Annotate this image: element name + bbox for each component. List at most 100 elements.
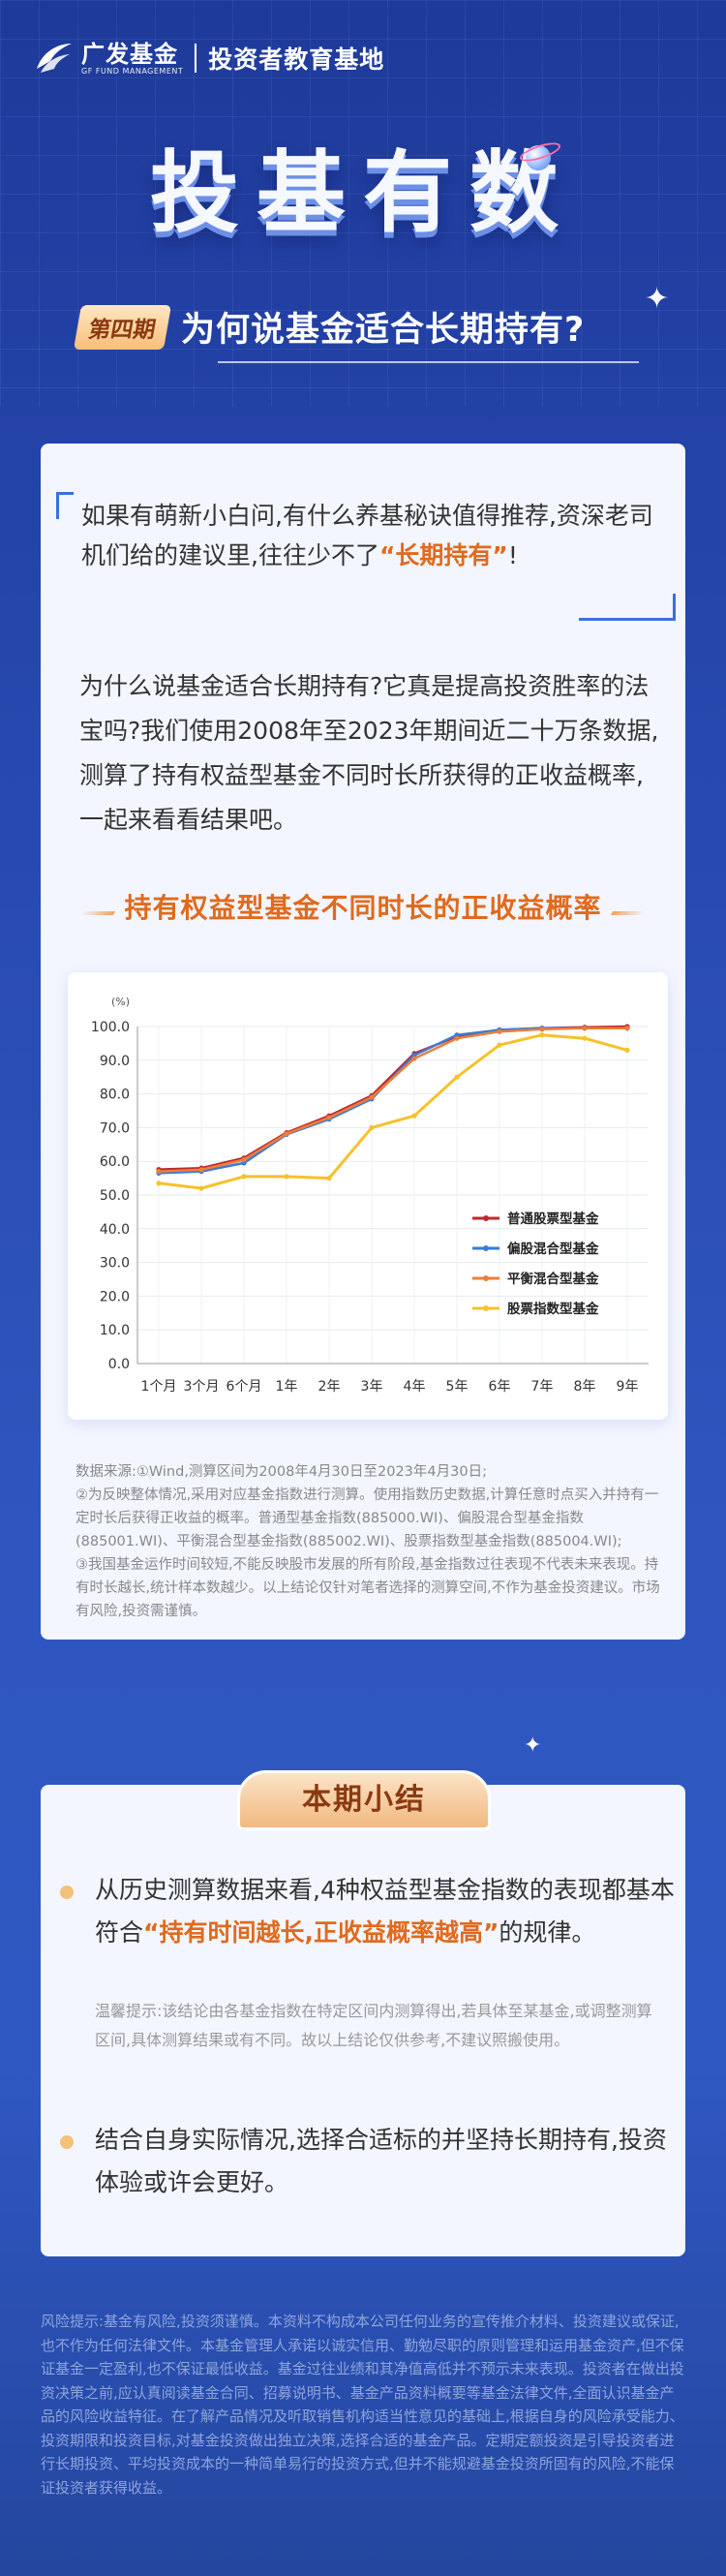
bullet-dot-icon xyxy=(60,1886,74,1899)
data-point xyxy=(284,1131,289,1137)
y-tick-label: 70.0 xyxy=(100,1120,130,1136)
risk-notice: 风险提示:基金有风险,投资须谨慎。本资料不构成本公司任何业务的宣传推介材料、投资… xyxy=(41,2313,684,2497)
logo-name: 广发基金 xyxy=(81,40,178,68)
episode-subtitle: 第四期 为何说基金适合长期持有? xyxy=(73,302,586,352)
logo-english-name: GF FUND MANAGEMENT xyxy=(81,66,184,76)
legend-swatch-dot xyxy=(483,1275,489,1281)
data-point xyxy=(241,1174,247,1180)
sparkle-icon: ✦ xyxy=(645,282,670,316)
summary-card xyxy=(41,1785,685,2256)
intro-quote-text: 如果有萌新小白问,有什么养基秘诀值得推荐,资深老司机们给的建议里,往往少不了“长… xyxy=(81,496,662,575)
data-point xyxy=(582,1035,588,1041)
summary-tab: 本期小结 xyxy=(237,1770,491,1830)
quote-text-after: ! xyxy=(507,541,518,569)
legend-label: 普通股票型基金 xyxy=(507,1211,599,1227)
series-line-4 xyxy=(158,1033,628,1190)
point1-after: 的规律。 xyxy=(499,1918,596,1947)
y-tick-label: 60.0 xyxy=(100,1154,130,1170)
data-point xyxy=(624,1026,630,1031)
data-point xyxy=(539,1027,545,1032)
summary-tab-label: 本期小结 xyxy=(302,1783,426,1817)
y-tick-label: 0.0 xyxy=(108,1357,130,1372)
summary-point-1: 从历史测算数据来看,4种权益型基金指数的表现都基本符合“持有时间越长,正收益概率… xyxy=(95,1869,676,1954)
legend-label: 股票指数型基金 xyxy=(507,1301,599,1317)
chart-heading-text: 持有权益型基金不同时长的正收益概率 xyxy=(124,892,602,924)
point1-highlight: “持有时间越长,正收益概率越高” xyxy=(143,1918,499,1947)
heading-left-bar xyxy=(80,910,116,915)
intro-quote-box: 如果有萌新小白问,有什么养基秘诀值得推荐,资深老司机们给的建议里,往往少不了“长… xyxy=(56,492,676,621)
summary-tip: 温馨提示:该结论由各基金指数在特定区间内测算得出,若具体至某基金,或调整测算区间… xyxy=(95,2002,652,2049)
data-point xyxy=(241,1156,247,1163)
series-line-3 xyxy=(158,1027,627,1173)
bullet-dot-icon xyxy=(60,2135,74,2149)
y-tick-label: 90.0 xyxy=(100,1054,130,1069)
summary-point-2: 结合自身实际情况,选择合适标的并坚持长期持有,投资体验或许会更好。 xyxy=(95,2126,667,2196)
x-tick-label: 4年 xyxy=(404,1379,426,1395)
y-tick-label: 80.0 xyxy=(100,1088,130,1103)
legend-swatch-dot xyxy=(483,1215,489,1221)
x-tick-label: 7年 xyxy=(531,1379,554,1395)
brand-header: 广发基金 GF FUND MANAGEMENT 投资者教育基地 xyxy=(33,37,384,79)
quote-bottom-line xyxy=(579,618,676,621)
data-point xyxy=(497,1028,502,1034)
quote-corner-bottom-right xyxy=(658,594,676,621)
y-tick-label: 50.0 xyxy=(100,1188,130,1204)
point1-before: 从历史测算数据来看,4种权益型基金指数的表现都基本符合 xyxy=(95,1876,675,1947)
x-tick-label: 2年 xyxy=(318,1379,341,1395)
line-chart-card: (%) 0.0 10.0 20.0 30.0 40.0 50.0 60.0 70.0 80.0 90… xyxy=(68,972,668,1420)
chart-heading: 持有权益型基金不同时长的正收益概率 xyxy=(0,887,726,926)
episode-badge: 第四期 xyxy=(73,304,172,350)
x-tick-label: 1年 xyxy=(276,1379,298,1395)
y-tick-label: 100.0 xyxy=(91,1020,130,1035)
gf-fund-logo-icon xyxy=(33,40,74,77)
quote-highlight: “长期持有” xyxy=(378,541,508,569)
header-subtitle: 投资者教育基地 xyxy=(208,46,385,74)
x-tick-label: 6年 xyxy=(489,1379,511,1395)
y-tick-label: 30.0 xyxy=(100,1256,130,1272)
x-tick-label: 1个月 xyxy=(141,1379,177,1395)
heading-right-bar xyxy=(610,910,646,915)
x-tick-label: 3年 xyxy=(361,1379,383,1395)
x-tick-label: 5年 xyxy=(446,1379,469,1395)
note-line-3: ③我国基金运作时间较短,不能反映股市发展的所有阶段,基金指数过往表现不代表未来表… xyxy=(76,1557,660,1619)
data-point xyxy=(198,1185,204,1191)
series-line-2 xyxy=(158,1027,627,1175)
sparkle-icon: ✦ xyxy=(524,1733,542,1758)
data-point xyxy=(454,1035,460,1041)
legend-label: 平衡混合型基金 xyxy=(507,1271,599,1287)
series-line-1 xyxy=(158,1025,628,1171)
data-point xyxy=(411,1113,417,1119)
legend-label: 偏股混合型基金 xyxy=(507,1241,599,1257)
data-point xyxy=(454,1074,460,1080)
data-point xyxy=(326,1176,332,1181)
y-tick-label: 10.0 xyxy=(100,1323,130,1338)
note-line-2: ②为反映整体情况,采用对应基金指数进行测算。使用指数历史数据,计算任意时点买入并… xyxy=(76,1487,659,1549)
data-point xyxy=(284,1174,289,1180)
data-point xyxy=(369,1094,375,1100)
x-tick-label: 8年 xyxy=(574,1379,596,1395)
data-point xyxy=(326,1115,332,1120)
y-axis-unit-label: (%) xyxy=(111,996,130,1008)
data-source-notes: 数据来源:①Wind,测算区间为2008年4月30日至2023年4月30日; ②… xyxy=(76,1460,662,1623)
legend-swatch-dot xyxy=(483,1245,489,1251)
data-point xyxy=(198,1167,204,1173)
data-point xyxy=(497,1042,502,1048)
x-tick-label: 9年 xyxy=(617,1379,639,1395)
episode-question: 为何说基金适合长期持有? xyxy=(181,311,586,350)
legend-swatch-dot xyxy=(483,1305,489,1311)
subtitle-underline xyxy=(218,361,639,363)
note-line-1: 数据来源:①Wind,测算区间为2008年4月30日至2023年4月30日; xyxy=(76,1464,487,1480)
data-point xyxy=(156,1181,162,1186)
y-tick-label: 40.0 xyxy=(100,1222,130,1238)
line-chart: (%) 0.0 10.0 20.0 30.0 40.0 50.0 60.0 70.0 80.0 90… xyxy=(91,996,649,1395)
intro-paragraph: 为什么说基金适合长期持有?它真是提高投资胜率的法宝吗?我们使用2008年至202… xyxy=(79,672,659,834)
planet-orb-icon xyxy=(526,145,551,170)
data-point xyxy=(582,1026,588,1031)
data-point xyxy=(369,1124,375,1130)
quote-corner-top-left xyxy=(56,492,74,519)
x-tick-label: 6个月 xyxy=(227,1379,262,1395)
data-point xyxy=(624,1047,630,1053)
x-tick-label: 3个月 xyxy=(184,1379,220,1395)
quote-text-before: 如果有萌新小白问,有什么养基秘诀值得推荐,资深老司机们给的建议里,往往少不了 xyxy=(81,502,653,569)
main-title: 投基有数 xyxy=(149,140,576,245)
